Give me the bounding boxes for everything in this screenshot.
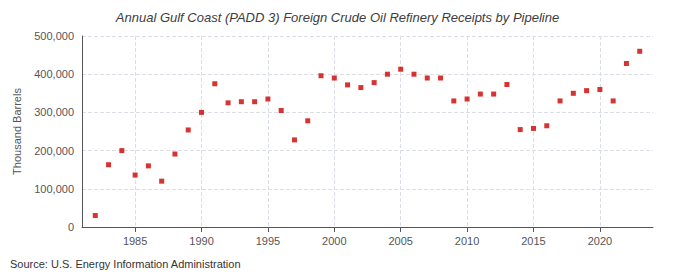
svg-text:200,000: 200,000 xyxy=(34,145,74,157)
svg-text:Thousand Barrels: Thousand Barrels xyxy=(11,88,23,175)
svg-text:Annual Gulf Coast (PADD 3) For: Annual Gulf Coast (PADD 3) Foreign Crude… xyxy=(115,10,559,25)
svg-text:Source: U.S. Energy Informatio: Source: U.S. Energy Information Administ… xyxy=(10,258,241,270)
svg-text:1985: 1985 xyxy=(123,235,147,247)
svg-text:2000: 2000 xyxy=(322,235,346,247)
svg-text:1990: 1990 xyxy=(189,235,213,247)
svg-text:300,000: 300,000 xyxy=(34,106,74,118)
svg-text:500,000: 500,000 xyxy=(34,30,74,42)
svg-text:2020: 2020 xyxy=(588,235,612,247)
svg-text:2010: 2010 xyxy=(455,235,479,247)
svg-text:100,000: 100,000 xyxy=(34,183,74,195)
svg-text:400,000: 400,000 xyxy=(34,68,74,80)
svg-text:2015: 2015 xyxy=(521,235,545,247)
svg-text:1995: 1995 xyxy=(256,235,280,247)
svg-text:2005: 2005 xyxy=(388,235,412,247)
svg-text:0: 0 xyxy=(68,221,74,233)
